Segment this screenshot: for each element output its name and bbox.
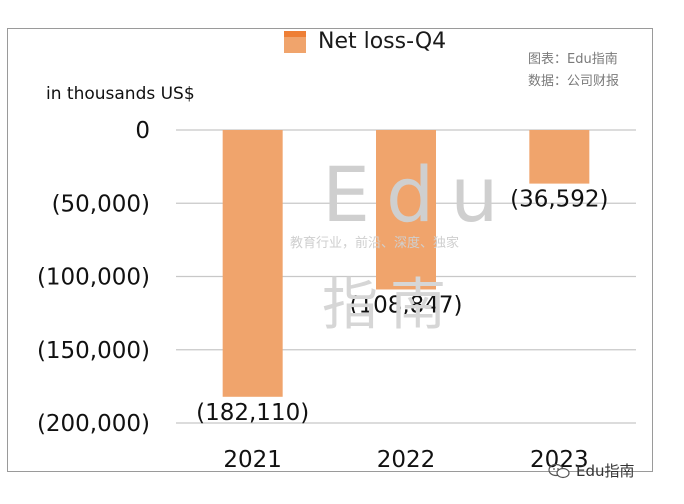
bar — [222, 130, 283, 397]
source-chart: 图表：Edu指南 — [528, 52, 618, 67]
data-label: (108,847) — [349, 292, 462, 318]
wechat-icon — [548, 463, 570, 478]
y-axis-unit-label: in thousands US$ — [46, 84, 195, 104]
watermark-tagline: 教育行业，前沿、深度、独家 — [290, 236, 460, 251]
bar — [529, 130, 590, 184]
data-label: (36,592) — [510, 187, 608, 213]
y-tick-label: (200,000) — [37, 411, 150, 437]
x-tick-label: 2022 — [377, 447, 436, 473]
watermark-zhinan: 指南 — [322, 273, 458, 338]
y-tick-label: 0 — [135, 118, 150, 144]
y-tick-label: (100,000) — [37, 265, 150, 291]
y-tick-label: (50,000) — [52, 191, 150, 217]
legend-label: Net loss-Q4 — [318, 29, 447, 54]
chart-frame — [7, 28, 653, 472]
brand-badge: Edu指南 — [548, 460, 635, 481]
x-tick-label: 2021 — [223, 447, 282, 473]
legend: Net loss-Q4 — [284, 29, 446, 54]
data-label: (182,110) — [196, 400, 309, 426]
bar — [376, 130, 436, 290]
y-tick-label: (150,000) — [37, 338, 150, 364]
watermark-edu: Edu — [322, 150, 515, 239]
source-data: 数据：公司财报 — [528, 74, 620, 89]
legend-swatch — [284, 30, 306, 53]
brand-text: Edu指南 — [576, 462, 635, 480]
